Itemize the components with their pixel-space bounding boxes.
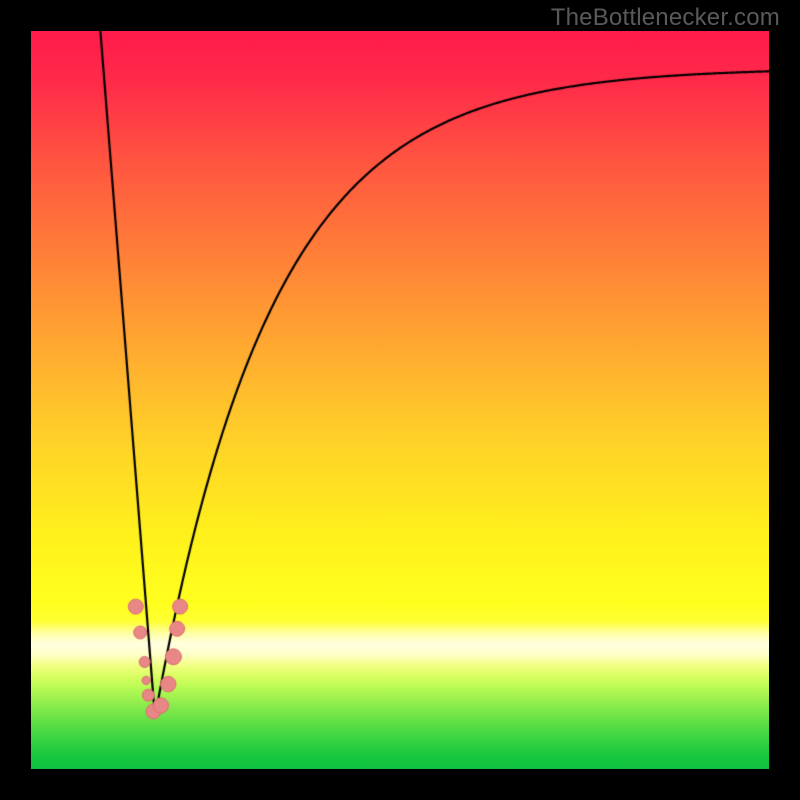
- watermark-text: TheBottlenecker.com: [551, 4, 780, 32]
- plot-area: [31, 31, 769, 769]
- bottleneck-curve-canvas: [31, 31, 769, 769]
- chart-root: TheBottlenecker.com: [0, 0, 800, 800]
